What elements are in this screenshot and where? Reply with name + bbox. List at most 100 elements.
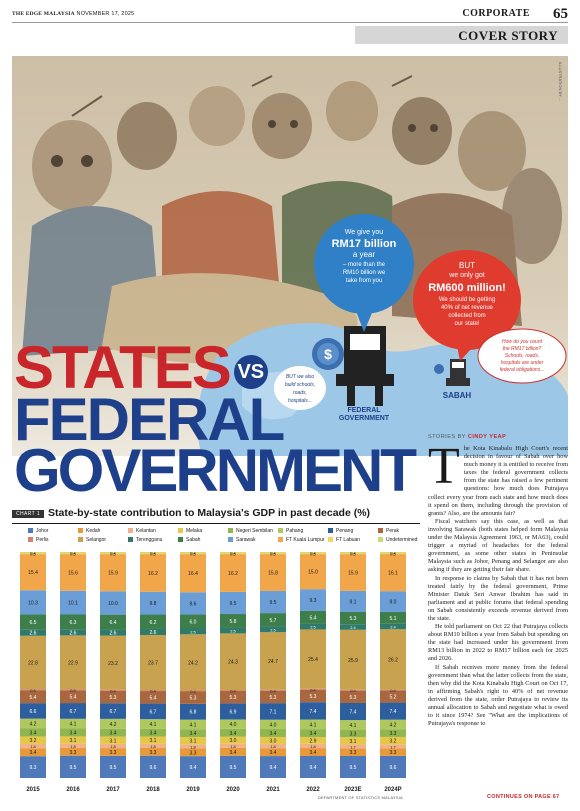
gdp-stacked-bar-chart: 9.3 3.4 1.8 3.2 3.4 4.2 6.6 5.4 0.5 22.8 2.6 6.5 10.… bbox=[12, 548, 420, 801]
bar-segment bbox=[140, 552, 166, 553]
bar-value-label: 6.3 bbox=[70, 620, 77, 626]
article-paragraph: In response to claims by Sabah that it h… bbox=[428, 574, 568, 622]
speech-white-left-line: roads, bbox=[293, 390, 307, 396]
bar-value-label: 1.8 bbox=[270, 744, 276, 749]
bar-segment bbox=[20, 554, 46, 591]
bar-value-label: 0.4 bbox=[190, 689, 196, 694]
bar-segment bbox=[260, 719, 286, 730]
headline-states: STATES bbox=[14, 334, 232, 401]
bar-segment bbox=[20, 690, 46, 704]
bar-segment bbox=[60, 552, 86, 555]
x-tick-label: 2023E bbox=[344, 787, 361, 793]
bar-segment bbox=[300, 552, 326, 555]
legend-label: Negeri Sembilan bbox=[236, 528, 273, 534]
continues-link[interactable]: CONTINUES ON PAGE 67 bbox=[487, 794, 560, 800]
bar-segment bbox=[340, 744, 366, 749]
bar-segment bbox=[380, 552, 406, 555]
bar-value-label: 3.3 bbox=[350, 731, 357, 737]
bar-segment bbox=[220, 747, 246, 756]
bar-value-label: 9.5 bbox=[350, 765, 357, 771]
bar-value-label: 0.5 bbox=[30, 552, 36, 557]
speech-white-right-line: Schools, roads, bbox=[505, 353, 539, 359]
legend-label: Selangor bbox=[86, 537, 107, 543]
bar-value-label: 6.6 bbox=[30, 709, 37, 715]
bar-segment bbox=[60, 614, 86, 630]
bar-value-label: 6.2 bbox=[150, 620, 157, 626]
bar-segment bbox=[180, 744, 206, 749]
bar-value-label: 0.4 bbox=[350, 688, 356, 693]
bar-segment bbox=[60, 590, 86, 615]
bar-value-label: 3.4 bbox=[230, 750, 237, 756]
bar-segment bbox=[260, 703, 286, 720]
x-tick-label: 2024P bbox=[384, 787, 401, 793]
bar-segment bbox=[100, 689, 126, 691]
headline-federal: FEDERAL bbox=[14, 385, 285, 453]
bar-segment bbox=[20, 689, 46, 691]
bar-value-label: 4.2 bbox=[110, 722, 117, 728]
bar-value-label: 9.3 bbox=[310, 598, 317, 604]
bar-value-label: 3.1 bbox=[150, 738, 157, 744]
speech-bubble-red: BUT we only got RM600 million! We should be… bbox=[413, 250, 521, 361]
legend-label: FT Labuan bbox=[336, 537, 361, 543]
bar-value-label: 0.4 bbox=[110, 688, 116, 693]
x-tick-label: 2021 bbox=[266, 787, 280, 793]
bar-value-label: 4.1 bbox=[350, 723, 357, 729]
bar-segment bbox=[180, 729, 206, 738]
article-paragraph: He told parliament on Oct 22 that Putraj… bbox=[428, 623, 568, 663]
speech-bubble-white-right: How do you count the RM17 billion? Schools… bbox=[477, 328, 567, 384]
legend-swatch bbox=[28, 528, 33, 533]
bar-segment bbox=[340, 552, 366, 555]
bar-segment bbox=[380, 748, 406, 756]
bar-value-label: 0.5 bbox=[270, 552, 276, 557]
cover-story-label: COVER STORY bbox=[458, 28, 558, 43]
bar-value-label: 15.8 bbox=[268, 571, 278, 577]
bar-segment bbox=[140, 690, 166, 692]
drop-cap: T bbox=[428, 438, 460, 495]
bar-segment bbox=[60, 635, 86, 690]
bar-value-label: 5.3 bbox=[190, 696, 197, 702]
bar-value-label: 24.3 bbox=[228, 660, 238, 666]
bar-value-label: 5.3 bbox=[310, 694, 317, 700]
bar-segment bbox=[180, 691, 206, 704]
bar-value-label: 0.4 bbox=[310, 687, 316, 692]
bar-segment bbox=[220, 743, 246, 748]
bar-value-label: 3.1 bbox=[350, 739, 357, 745]
speech-white-left-line: BUT we also bbox=[286, 374, 315, 380]
chart-legend: Johor Kedah Kelantan Melaka Negeri Sembilan P… bbox=[28, 528, 420, 550]
bar-value-label: 24.7 bbox=[268, 659, 278, 665]
federal-label-line: FEDERAL bbox=[347, 407, 381, 414]
legend-swatch bbox=[78, 528, 83, 533]
bar-value-label: 5.3 bbox=[350, 695, 357, 701]
bar-segment bbox=[100, 552, 126, 553]
bar-value-label: 25.4 bbox=[308, 657, 318, 663]
bar-value-label: 2.6 bbox=[150, 630, 157, 636]
chart-source: DEPARTMENT OF STATISTICS MALAYSIA bbox=[318, 795, 403, 800]
legend-label: Sabah bbox=[186, 537, 201, 543]
bar-segment bbox=[140, 748, 166, 756]
cover-story-band: COVER STORY bbox=[355, 26, 568, 44]
bar-value-label: 0.5 bbox=[110, 552, 116, 557]
bar-segment bbox=[300, 729, 326, 738]
bar-value-label: 9.6 bbox=[150, 765, 157, 771]
bar-value-label: 2.4 bbox=[390, 624, 396, 629]
bar-segment bbox=[20, 703, 46, 719]
bar-segment bbox=[20, 728, 46, 737]
section-name: CORPORATE bbox=[462, 8, 530, 19]
bar-value-label: 22.8 bbox=[28, 661, 38, 667]
speech-white-left-line: build schools, bbox=[285, 382, 315, 388]
speech-blue-line: – more than the bbox=[343, 262, 386, 268]
bar-value-label: 7.1 bbox=[270, 709, 277, 715]
legend-item: Johor bbox=[28, 528, 49, 535]
illustration-canvas: $ We give you RM17 billion a year – more th… bbox=[12, 56, 568, 456]
speech-white-left-line: hospitals... bbox=[288, 398, 312, 404]
bar-value-label: 2.6 bbox=[110, 631, 117, 637]
bar-segment bbox=[380, 702, 406, 720]
bar-value-label: 0.4 bbox=[270, 550, 276, 555]
bar-segment bbox=[260, 729, 286, 737]
publication-line: THE EDGE MALAYSIA NOVEMBER 17, 2025 bbox=[12, 11, 134, 17]
bar-value-label: 15.9 bbox=[108, 571, 118, 577]
bar-value-label: 6.7 bbox=[70, 709, 77, 715]
